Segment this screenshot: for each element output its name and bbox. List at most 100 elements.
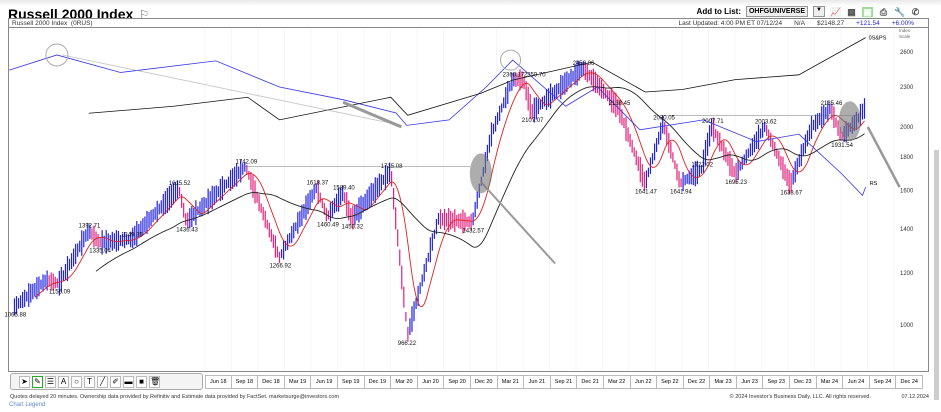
date-tick: Dec 24 (896, 375, 924, 389)
top-bar (0, 0, 941, 6)
price-label: 1641.47 (635, 189, 657, 195)
price-change-pct: +6.00% (891, 20, 914, 27)
price-label: 1618.37 (307, 180, 329, 186)
pointer-icon[interactable]: ➤ (19, 375, 30, 388)
phone-icon[interactable]: ✆ (911, 6, 920, 17)
date-tick: Dec 23 (790, 375, 817, 389)
index-scale-label: Scale (899, 34, 911, 39)
price-label: 1335.04 (89, 248, 111, 254)
price-label: 1695.23 (725, 180, 747, 186)
chart-icon[interactable]: 📈 (830, 6, 842, 17)
price-label: 1065.88 (4, 313, 26, 319)
date-axis: Jun 18 Sep 18 Dec 18 Mar 19 Jun 19 Sep 19 Dec … (205, 375, 924, 389)
price-label: 2135.46 (821, 101, 843, 107)
list-select[interactable]: OHFGUNIVERSE (745, 6, 808, 17)
fill-icon[interactable]: ■ (136, 375, 147, 388)
price-label: 2107.07 (522, 118, 544, 124)
date-tick: Jun 20 (417, 375, 445, 389)
y-tick-label: 1200 (900, 271, 914, 277)
date-tick: Jun 19 (311, 375, 338, 389)
price-label: 1432.57 (462, 228, 484, 234)
text-color-icon[interactable]: A (58, 375, 69, 388)
trend-line (866, 126, 901, 188)
y-tick-label: 1400 (900, 227, 914, 233)
y-tick-label: 1600 (900, 189, 914, 195)
y-tick-label: 2600 (900, 50, 914, 56)
price-label: 1931.54 (831, 143, 853, 149)
trash-icon[interactable]: 🗑 (149, 375, 161, 388)
sp500-line (88, 37, 866, 121)
pencil-icon[interactable]: ✎ (32, 375, 43, 388)
date-tick: Jun 21 (524, 375, 551, 389)
chevron-down-icon[interactable]: ▼ (813, 6, 825, 17)
circle-icon[interactable]: ○ (71, 375, 82, 388)
date-tick: Dec 22 (683, 375, 711, 389)
date-tick: Dec 21 (577, 375, 604, 389)
price-label: 1742.09 (236, 159, 258, 165)
date-tick: Jun 22 (630, 375, 658, 389)
price-label: 2030.05 (653, 116, 675, 122)
footer-date: 07.12.2024 (901, 394, 929, 400)
line-icon[interactable]: ╱ (97, 375, 108, 388)
print-icon[interactable]: ⎙ (879, 6, 888, 17)
na-value: N/A (794, 20, 805, 27)
price-label: 2458.86 (573, 61, 595, 67)
trend-line (62, 54, 402, 126)
price-label: 2003.62 (755, 119, 777, 125)
chart-symbol: (0RUS) (70, 20, 93, 27)
date-tick: Sep 20 (444, 375, 471, 389)
add-to-list-label: Add to List: (696, 7, 741, 16)
text-icon[interactable]: T (84, 375, 95, 388)
price-change: +121.54 (856, 20, 880, 27)
price-label: 1722.02 (691, 163, 713, 169)
date-tick: Dec 19 (364, 375, 392, 389)
date-tick: Jun 23 (736, 375, 764, 389)
price-label: 2007.71 (702, 119, 724, 125)
date-tick: Jun 18 (205, 375, 232, 389)
scrollbar[interactable] (934, 150, 939, 400)
price-label: 1460.49 (317, 223, 339, 229)
last-updated: Last Updated: 4:00 PM ET 07/12/24 (678, 20, 783, 27)
rs-label: RS (870, 181, 878, 187)
flag-icon[interactable]: ⚐ (139, 8, 150, 21)
highlight-ellipse (838, 101, 861, 142)
date-tick: Mar 24 (816, 375, 844, 389)
price-label: 2360.17 (503, 73, 525, 79)
chart-header: Russell 2000 Index (0RUS) Last Updated: … (9, 19, 928, 28)
price-label: 966.22 (398, 341, 417, 347)
list-icon[interactable]: ☰ (45, 375, 56, 388)
price-label: 1589.40 (333, 186, 355, 192)
price-chart[interactable]: Russell 2000 Index (0RUS) Last Updated: … (8, 18, 929, 372)
highlight-circle (45, 43, 69, 67)
layout-icon[interactable]: ▦ (847, 6, 856, 17)
rs-line (9, 54, 867, 197)
trend-line (480, 181, 556, 265)
price-label: 1156.09 (49, 290, 71, 296)
sp500-label: 0S&PS (869, 36, 887, 42)
price-label: 1633.67 (780, 191, 802, 197)
price-label: 1641.94 (670, 189, 692, 195)
y-tick-label: 1000 (900, 323, 914, 329)
trend-line (342, 100, 402, 129)
chart-name: Russell 2000 Index (12, 20, 68, 27)
index-scale-label: Index (899, 28, 911, 33)
ma-40-week-line (95, 86, 865, 272)
minimize-icon[interactable]: ▬ (123, 375, 134, 388)
price-label: 1450.32 (342, 225, 364, 231)
date-tick: Sep 19 (337, 375, 365, 389)
highlight-circle (500, 49, 522, 71)
date-tick: Dec 18 (258, 375, 285, 389)
pen-icon[interactable]: ✐ (110, 375, 121, 388)
price-label: 2138.45 (609, 101, 631, 107)
y-tick-label: 2300 (900, 85, 914, 91)
wrench-icon[interactable]: 🔧 (894, 6, 906, 17)
chart-legend-link[interactable]: Chart Legend (9, 402, 46, 408)
price-label: 1349.35 (121, 232, 143, 238)
ma-10-week-line (34, 72, 865, 308)
date-tick: Sep 23 (763, 375, 791, 389)
price-label: 1715.08 (381, 164, 403, 170)
date-tick: Sep 18 (231, 375, 259, 389)
export-icon[interactable]: ▣ (862, 6, 873, 17)
toolbar: Add to List: OHFGUNIVERSE ▼ 📈 ▦ ▣ ⎙ 🔧 ✆ (697, 6, 921, 17)
